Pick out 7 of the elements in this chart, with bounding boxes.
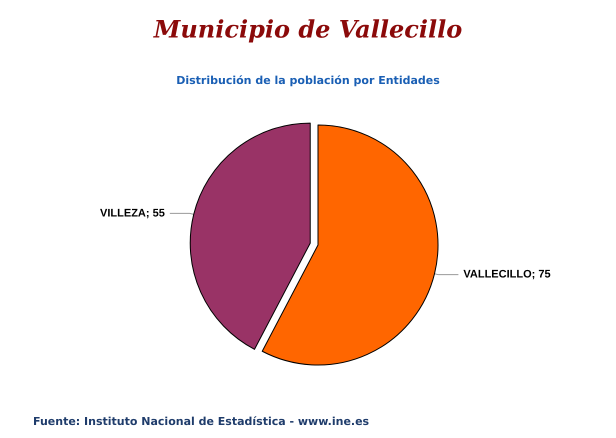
slice-label: VALLECILLO	[463, 268, 532, 281]
data-label: ; 55	[146, 207, 165, 220]
slice-label: VILLEZA	[100, 207, 146, 220]
chart-title: Municipio de Vallecillo	[152, 14, 462, 44]
source-note: Fuente: Instituto Nacional de Estadística - www.ine.es	[33, 415, 370, 428]
data-label: ; 75	[532, 268, 551, 281]
chart-subtitle: Distribución de la población por Entidades	[176, 74, 440, 87]
